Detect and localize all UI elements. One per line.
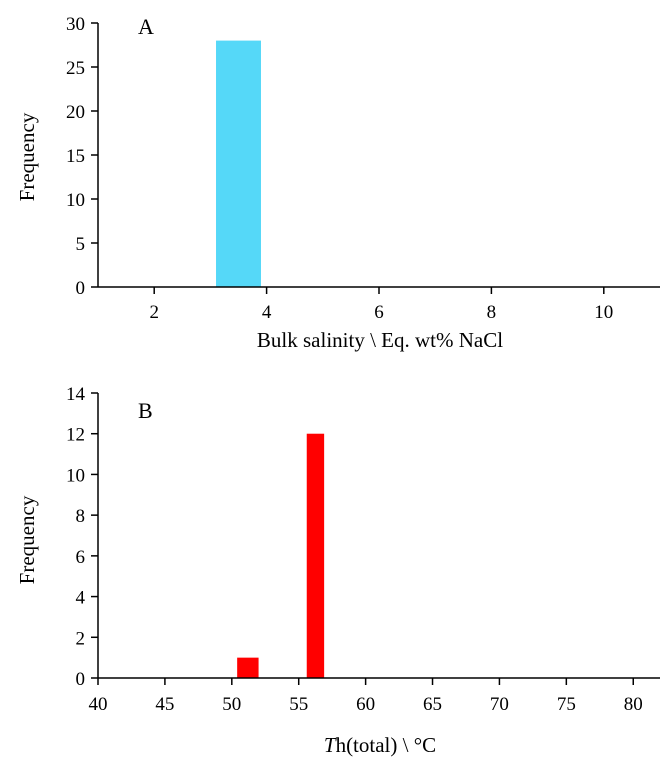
panel-b-y-tick-label: 14	[66, 384, 86, 405]
panel-b-x-axis-title-rest: h(total) \ °C	[336, 733, 437, 757]
panel-b-x-tick-label: 45	[155, 694, 174, 715]
panel-a-x-tick-label: 2	[149, 302, 159, 323]
panel-b-y-tick-label: 8	[76, 506, 86, 527]
panel-b-x-axis-title: Th(total) \ °C	[324, 733, 436, 757]
panel-a-y-tick-label: 25	[66, 58, 85, 79]
panel-b-y-axis-title: Frequency	[15, 495, 39, 584]
panel-b-bar-2	[306, 433, 325, 678]
panel-b-x-axis-title-italic: T	[324, 733, 337, 757]
panel-b-x-tick-label: 50	[222, 694, 241, 715]
panel-a-y-tick-label: 15	[66, 146, 85, 167]
panel-a-x-tick-label: 6	[374, 302, 384, 323]
panel-a-letter: A	[138, 14, 154, 39]
panel-b-y-tick-label: 12	[66, 425, 85, 446]
panel-b-bar-1	[237, 657, 259, 678]
panel-a-x-tick-label: 4	[262, 302, 272, 323]
panel-b-y-tick-label: 0	[76, 669, 86, 690]
panel-b-x-tick-label: 60	[356, 694, 375, 715]
panel-b-y-tick-label: 2	[76, 628, 86, 649]
panel-a-x-tick-label: 10	[594, 302, 613, 323]
panel-a: A Bulk salinity \ Eq. wt% NaCl Frequency…	[15, 14, 660, 352]
panel-a-y-tick-label: 30	[66, 14, 85, 35]
panel-b: B Th(total) \ °C Frequency 0 2 4 6 8 10 12 14 40…	[15, 384, 660, 757]
panel-b-x-tick-label: 70	[490, 694, 509, 715]
panel-a-x-tick-label: 8	[487, 302, 497, 323]
panel-b-x-tick-label: 80	[624, 694, 643, 715]
panel-b-x-tick-label: 75	[557, 694, 576, 715]
panel-b-x-tick-label: 55	[289, 694, 308, 715]
panel-a-x-axis-title: Bulk salinity \ Eq. wt% NaCl	[257, 328, 503, 352]
panel-a-y-tick-label: 0	[76, 278, 86, 299]
panel-b-letter: B	[138, 398, 153, 423]
panel-b-y-tick-label: 6	[76, 547, 86, 568]
panel-a-y-tick-label: 10	[66, 190, 85, 211]
panel-a-y-axis-title: Frequency	[15, 112, 39, 201]
panel-a-y-tick-label: 20	[66, 102, 85, 123]
panel-a-bar-1	[216, 40, 261, 287]
panel-b-x-tick-label: 65	[423, 694, 442, 715]
panel-b-y-tick-label: 4	[76, 588, 86, 609]
panel-b-x-tick-label: 40	[89, 694, 108, 715]
panel-a-y-tick-label: 5	[76, 234, 86, 255]
panel-b-y-tick-label: 10	[66, 465, 85, 486]
